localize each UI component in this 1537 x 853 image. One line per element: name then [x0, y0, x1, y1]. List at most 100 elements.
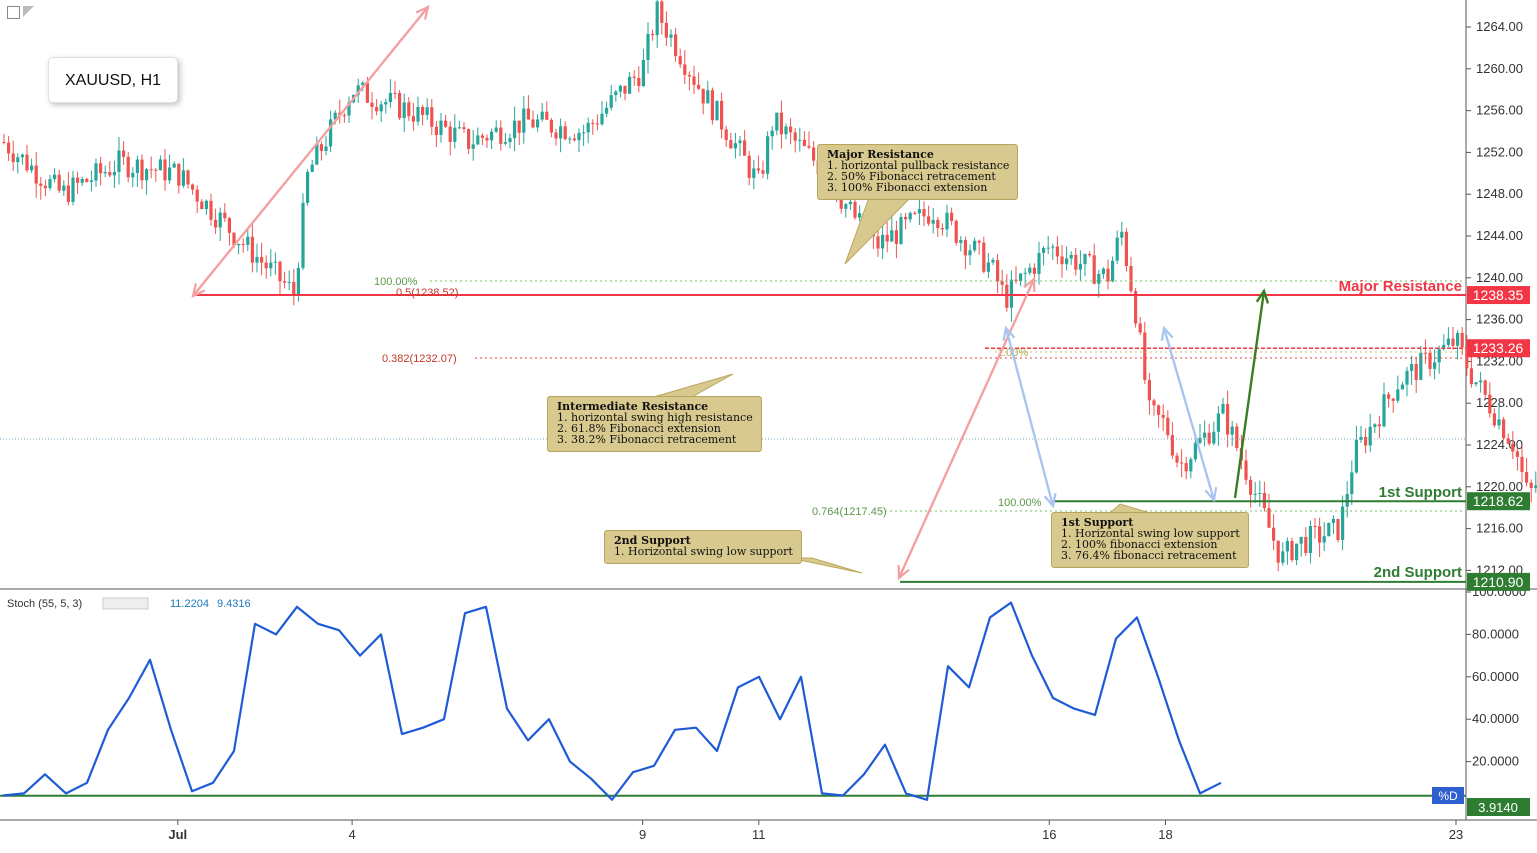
candle-body — [1433, 362, 1437, 369]
stoch-tick-label: 20.0000 — [1472, 754, 1519, 769]
arrow-green-target — [1233, 290, 1266, 499]
note-line: 2. 61.8% Fibonacci extension — [557, 422, 721, 435]
candle-body — [513, 120, 517, 139]
candle-body — [1152, 400, 1156, 406]
note-first-support: 1st Support 1. Horizontal swing low suppo… — [1051, 512, 1249, 568]
price-tick-label: 1264.00 — [1476, 19, 1523, 34]
candle-body — [1318, 526, 1322, 543]
arrow-up-red-tail-head — [191, 283, 206, 298]
candle-body — [283, 281, 287, 283]
time-tick-label: 18 — [1158, 827, 1172, 842]
arrow-blue-2-tail-head — [1160, 325, 1174, 342]
candle-body — [858, 213, 862, 218]
candle-body — [467, 129, 471, 149]
candle-body — [904, 216, 908, 220]
candle-body — [1391, 398, 1395, 401]
candle-body — [2, 141, 6, 143]
corner-arrow-icon[interactable] — [23, 6, 34, 17]
candle-body — [1193, 442, 1197, 460]
candle-body — [572, 138, 576, 141]
candle-body — [973, 240, 977, 251]
candle-body — [43, 185, 47, 189]
time-tick-label: 4 — [348, 827, 355, 842]
candle-body — [931, 219, 935, 224]
candle-body — [430, 107, 434, 127]
candle-body — [1055, 246, 1059, 257]
candle-body — [1143, 332, 1147, 380]
candle-body — [600, 113, 604, 125]
candle-body — [1226, 404, 1230, 435]
candle-body — [582, 132, 586, 134]
price-tick-label: 1244.00 — [1476, 228, 1523, 243]
pct-d-badge: %D — [1438, 789, 1458, 803]
candle-body — [807, 145, 811, 148]
note-line: 3. 38.2% Fibonacci retracement — [557, 433, 737, 446]
candle-body — [1460, 333, 1464, 348]
candle-body — [218, 212, 222, 228]
price-tag-bg — [1467, 286, 1530, 305]
candle-body — [329, 119, 333, 147]
fib-label: 100.00% — [374, 276, 418, 288]
candle-body — [80, 178, 84, 183]
price-tag-label: 1238.35 — [1473, 287, 1524, 303]
candle-body — [1534, 485, 1537, 489]
candle-body — [85, 178, 89, 182]
price-tick-label: 1236.00 — [1476, 312, 1523, 327]
candle-body — [1437, 349, 1441, 363]
candle-body — [333, 112, 337, 120]
candle-body — [1180, 462, 1184, 464]
candle-body — [411, 116, 415, 122]
candle-body — [1060, 256, 1064, 265]
candle-body — [62, 185, 66, 191]
candle-body — [163, 159, 167, 181]
candle-body — [1092, 255, 1096, 284]
candle-body — [140, 159, 144, 181]
candle-body — [444, 120, 448, 127]
candle-body — [1423, 352, 1427, 354]
candle-body — [545, 111, 549, 120]
collapse-icon[interactable] — [7, 6, 20, 19]
fib-label: 100.00% — [998, 497, 1042, 509]
candle-body — [743, 140, 747, 156]
stoch-k-value: 11.2204 — [170, 598, 209, 610]
candle-body — [421, 106, 425, 115]
candle-body — [1272, 527, 1276, 541]
candle-body — [1465, 347, 1469, 369]
candle-body — [660, 1, 664, 23]
candle-body — [223, 212, 227, 219]
candle-body — [1147, 379, 1151, 401]
candle-body — [812, 147, 816, 161]
candle-body — [1134, 291, 1138, 324]
candle-body — [204, 200, 208, 210]
candle-body — [894, 230, 898, 244]
candle-body — [209, 200, 213, 220]
candle-body — [1331, 519, 1335, 524]
candle-body — [531, 119, 535, 128]
candle-body — [476, 135, 480, 145]
candle-body — [1350, 472, 1354, 495]
candle-body — [237, 243, 241, 246]
candle-body — [1290, 540, 1294, 561]
candle-body — [1175, 455, 1179, 463]
candle-body — [1451, 338, 1455, 346]
price-tag-bg — [1467, 572, 1530, 591]
candle-body — [1106, 268, 1110, 282]
candle-body — [1230, 426, 1234, 435]
candle-body — [738, 140, 742, 144]
candle-body — [508, 138, 512, 143]
candle-body — [1000, 281, 1004, 285]
candle-body — [996, 259, 1000, 282]
candle-body — [448, 126, 452, 142]
price-tick-label: 1220.00 — [1476, 479, 1523, 494]
candle-body — [1161, 414, 1165, 418]
candle-body — [1285, 540, 1289, 552]
stoch-tag-bg — [1467, 798, 1530, 816]
candle-body — [1129, 265, 1133, 292]
candle-body — [1097, 273, 1101, 284]
first-support-label: 1st Support — [1379, 484, 1462, 501]
candle-body — [881, 234, 885, 249]
price-tick-label: 1252.00 — [1476, 144, 1523, 159]
candle-body — [158, 159, 162, 171]
